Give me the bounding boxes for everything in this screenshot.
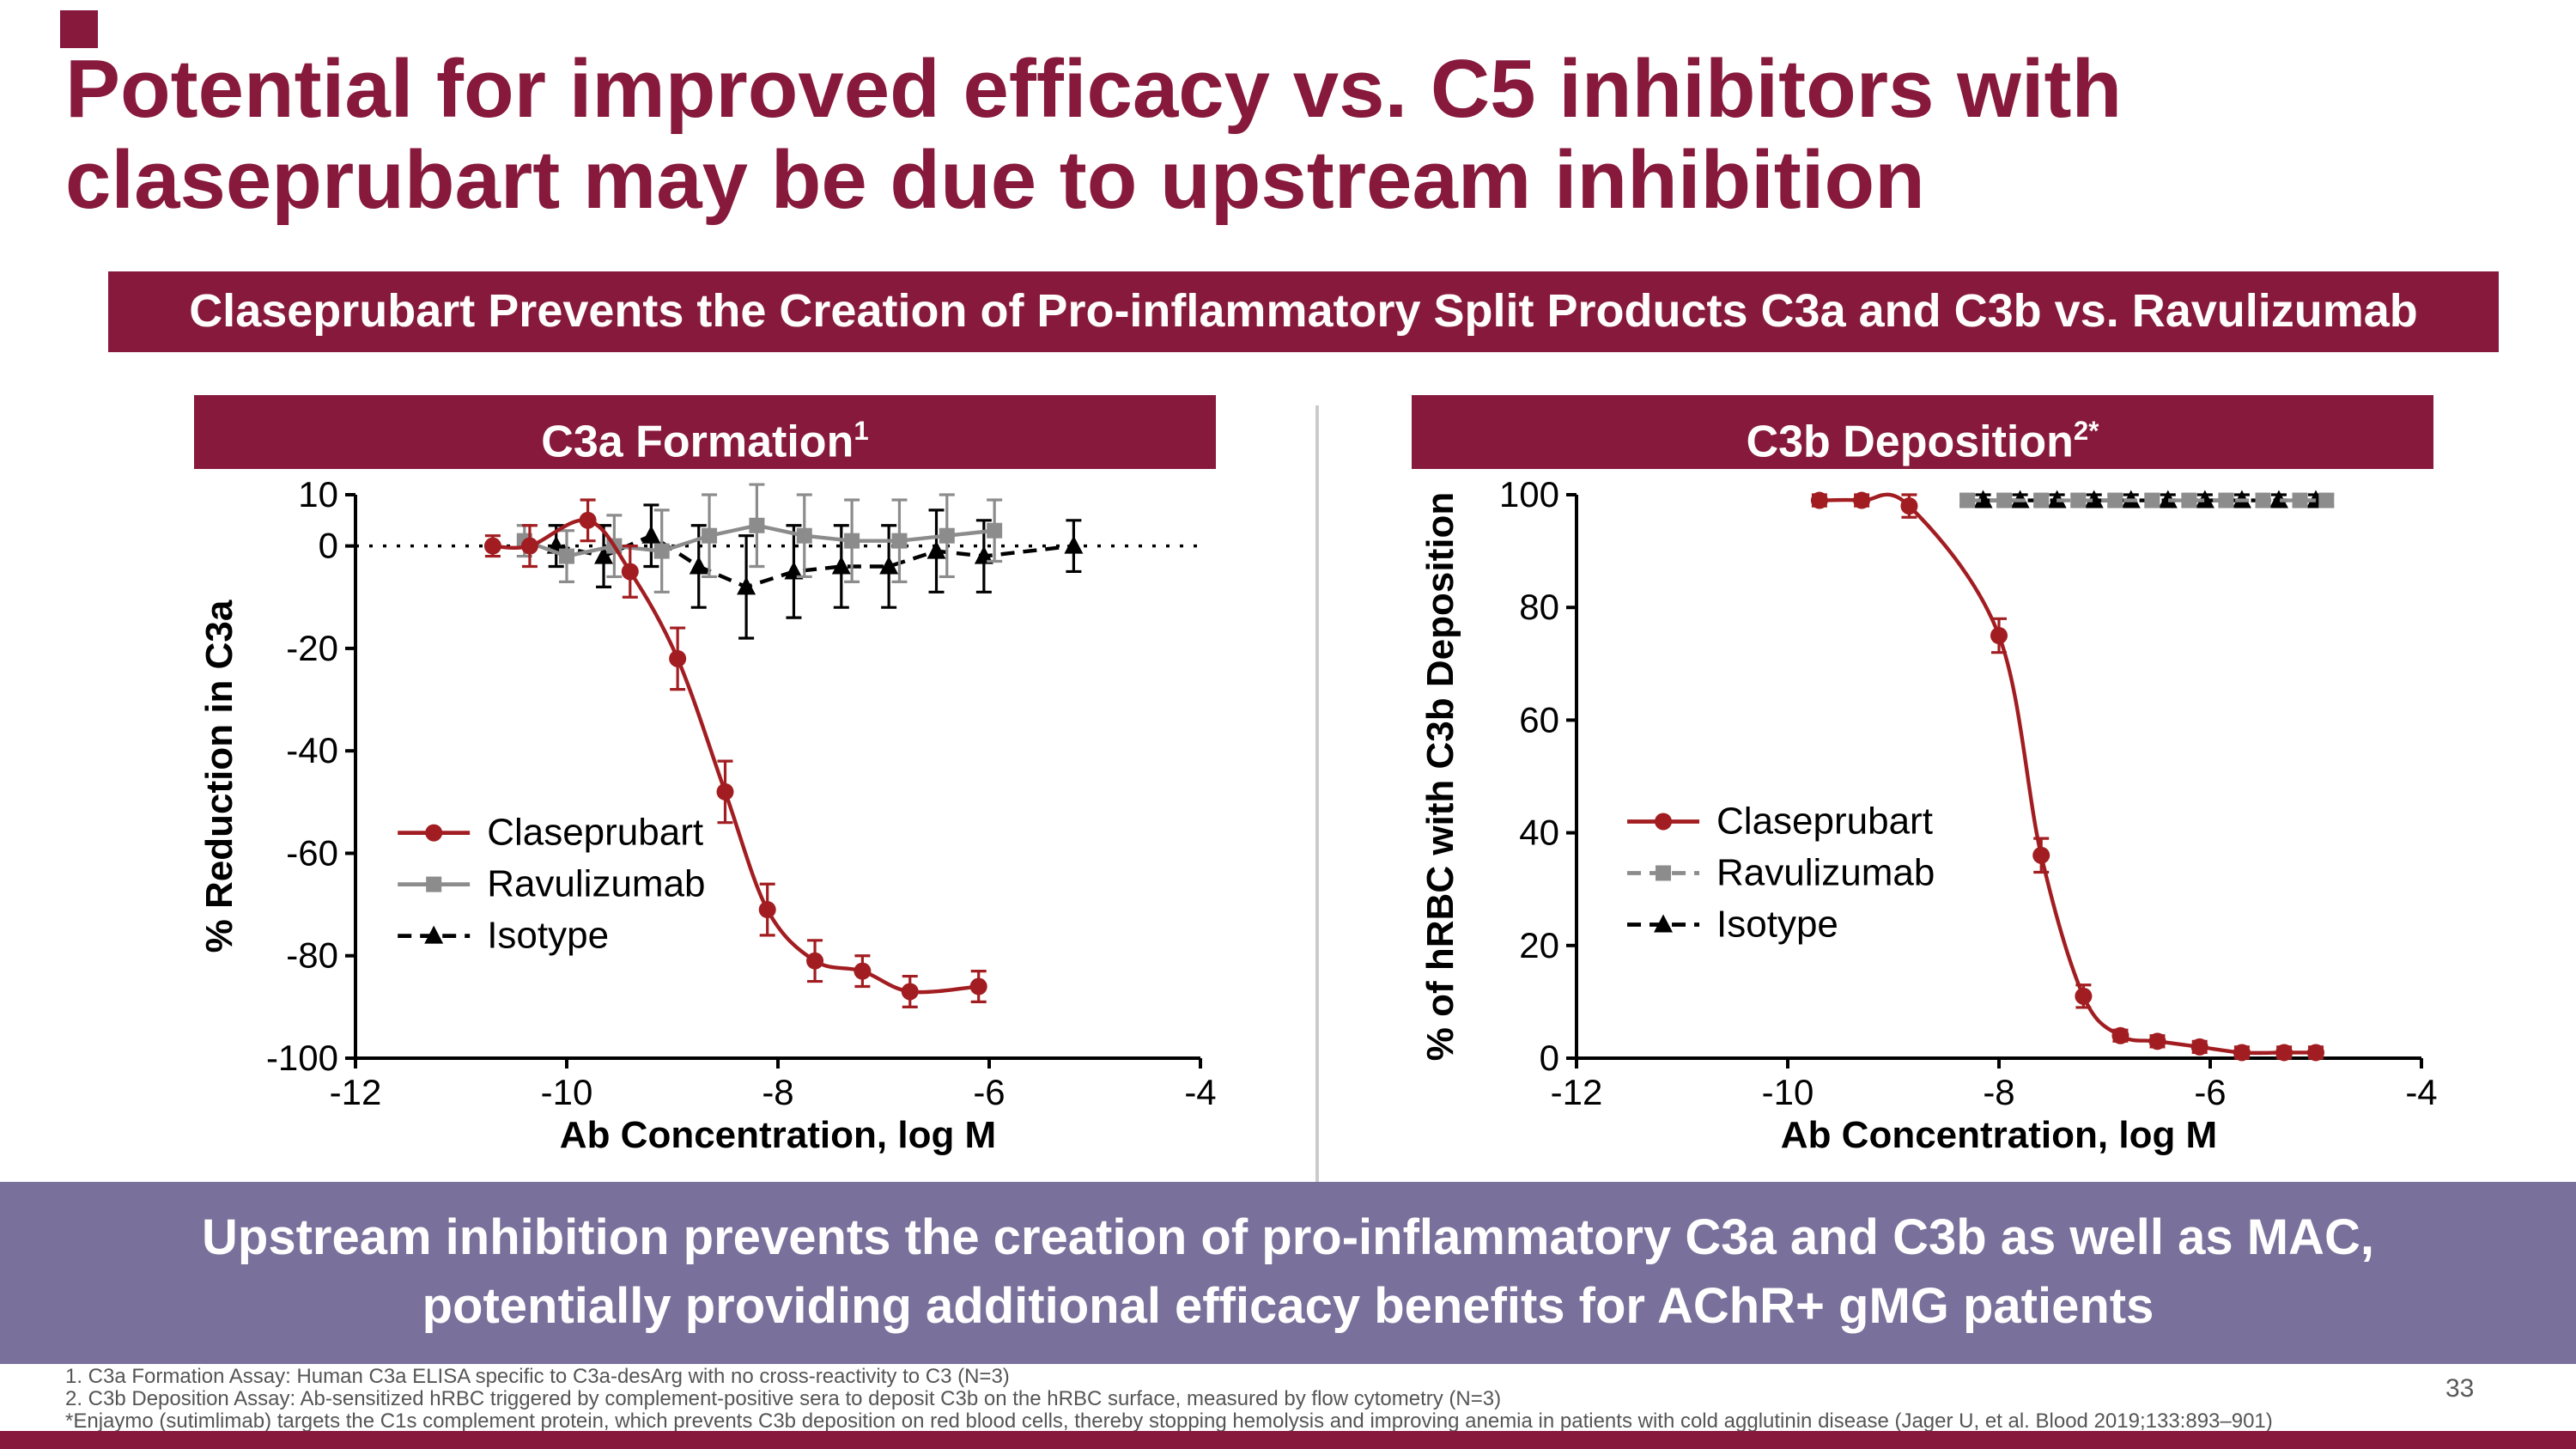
svg-text:Ravulizumab: Ravulizumab — [1716, 851, 1935, 893]
c3a-chart-header: C3a Formation1 — [194, 395, 1216, 469]
page-number: 33 — [2445, 1374, 2475, 1403]
svg-text:-8: -8 — [1983, 1072, 2014, 1112]
svg-text:Claseprubart: Claseprubart — [1716, 800, 1933, 842]
svg-text:-12: -12 — [1551, 1072, 1603, 1112]
svg-text:-8: -8 — [762, 1072, 793, 1112]
footnote-1: 1. C3a Formation Assay: Human C3a ELISA … — [65, 1364, 1010, 1388]
c3a-chart-title-sup: 1 — [854, 417, 869, 447]
svg-text:40: 40 — [1519, 813, 1559, 853]
svg-text:Ab Concentration, log M: Ab Concentration, log M — [560, 1114, 996, 1156]
svg-text:20: 20 — [1519, 925, 1559, 965]
svg-text:Claseprubart: Claseprubart — [487, 812, 703, 854]
svg-text:-80: -80 — [286, 935, 338, 976]
svg-text:0: 0 — [1540, 1038, 1559, 1078]
bottom-banner-line1: Upstream inhibition prevents the creatio… — [202, 1210, 2374, 1265]
bottom-strip — [0, 1431, 2576, 1449]
svg-text:100: 100 — [1499, 474, 1559, 514]
svg-text:-12: -12 — [330, 1072, 382, 1112]
c3b-chart-header: C3b Deposition2* — [1412, 395, 2433, 469]
svg-text:-10: -10 — [1762, 1072, 1814, 1112]
svg-text:-4: -4 — [2405, 1072, 2437, 1112]
footnote-2: 2. C3b Deposition Assay: Ab-sensitized h… — [65, 1385, 1502, 1410]
slide-title: Potential for improved efficacy vs. C5 i… — [65, 45, 2123, 227]
c3b-deposition-chart: -12 -10 -8 -6 -4 0 20 40 60 80 100 Ab Concentration… — [1419, 474, 2438, 1156]
svg-text:Ravulizumab: Ravulizumab — [487, 863, 705, 905]
footnote-3: *Enjaymo (sutimlimab) targets the C1s co… — [65, 1408, 2273, 1433]
svg-text:-6: -6 — [973, 1072, 1005, 1112]
svg-text:-4: -4 — [1184, 1072, 1216, 1112]
svg-text:Isotype: Isotype — [487, 915, 609, 957]
svg-text:0: 0 — [319, 526, 338, 566]
svg-text:-20: -20 — [286, 628, 338, 668]
footnotes: 1. C3a Formation Assay: Human C3a ELISA … — [65, 1364, 2298, 1433]
svg-text:-60: -60 — [286, 832, 338, 873]
top-banner: Claseprubart Prevents the Creation of Pr… — [108, 271, 2499, 352]
svg-text:Ab Concentration, log M: Ab Concentration, log M — [1781, 1114, 2217, 1156]
svg-text:-10: -10 — [541, 1072, 593, 1112]
c3b-chart-title-sup: 2* — [2073, 417, 2099, 447]
svg-text:10: 10 — [298, 474, 338, 514]
svg-text:Isotype: Isotype — [1716, 903, 1838, 945]
svg-text:% of hRBC with C3b Deposition: % of hRBC with C3b Deposition — [1419, 492, 1461, 1061]
c3a-formation-chart: -12 -10 -8 -6 -4 10 0 -20 -40 -60 -80 -100 Ab Concen… — [198, 474, 1217, 1156]
c3b-chart-title: C3b Deposition — [1746, 415, 2074, 467]
svg-text:60: 60 — [1519, 699, 1559, 740]
corner-accent — [60, 10, 98, 48]
svg-text:-40: -40 — [286, 730, 338, 770]
panel-divider — [1315, 405, 1319, 1182]
c3a-chart-title: C3a Formation — [541, 415, 854, 467]
svg-text:80: 80 — [1519, 587, 1559, 627]
bottom-banner-line2: potentially providing additional efficac… — [422, 1279, 2154, 1334]
bottom-banner: Upstream inhibition prevents the creatio… — [0, 1182, 2576, 1364]
svg-text:-6: -6 — [2194, 1072, 2226, 1112]
svg-text:-100: -100 — [266, 1038, 338, 1078]
svg-text:% Reduction in C3a: % Reduction in C3a — [198, 600, 240, 953]
